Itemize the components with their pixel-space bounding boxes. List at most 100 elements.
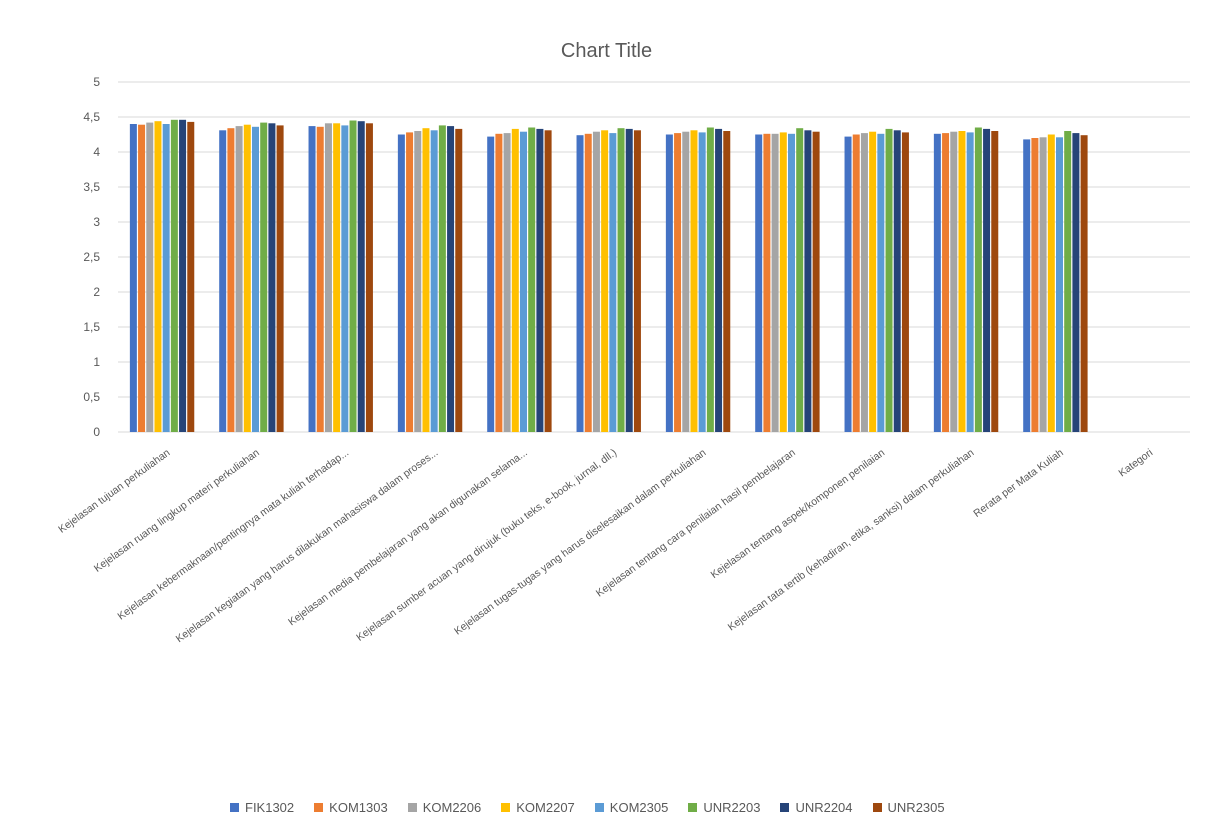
y-tick-label: 0,5 bbox=[83, 390, 100, 404]
bar bbox=[316, 126, 324, 433]
bar bbox=[958, 131, 966, 432]
bar bbox=[308, 126, 316, 432]
bar bbox=[755, 134, 763, 432]
bar bbox=[154, 121, 162, 432]
bar bbox=[406, 132, 414, 432]
bar bbox=[1047, 134, 1055, 432]
legend-swatch bbox=[594, 803, 604, 812]
legend-swatch bbox=[872, 803, 882, 812]
legend-swatch bbox=[407, 803, 417, 812]
bar bbox=[528, 127, 536, 432]
bar bbox=[129, 124, 137, 432]
bar bbox=[625, 128, 633, 432]
legend-swatch bbox=[501, 803, 511, 812]
bar bbox=[609, 133, 617, 432]
bar bbox=[665, 134, 673, 432]
bar bbox=[601, 130, 609, 433]
legend-label: KOM2207 bbox=[516, 800, 575, 815]
bar bbox=[576, 135, 584, 432]
bar bbox=[243, 124, 251, 432]
legend-label: KOM2305 bbox=[609, 800, 669, 815]
bar bbox=[252, 126, 259, 433]
y-tick-label: 3 bbox=[93, 215, 100, 229]
y-tick-label: 0 bbox=[93, 425, 100, 439]
bar bbox=[268, 123, 276, 433]
bar bbox=[950, 131, 958, 432]
bar bbox=[901, 132, 909, 432]
bar bbox=[1039, 137, 1047, 433]
bar bbox=[674, 133, 682, 432]
legend-item: FIK1302 bbox=[230, 800, 294, 815]
y-tick-label: 4 bbox=[93, 145, 100, 159]
legend-label: KOM1303 bbox=[329, 800, 388, 815]
bar bbox=[520, 131, 527, 432]
bar bbox=[138, 124, 146, 432]
bar bbox=[276, 125, 284, 433]
y-tick-label: 4,5 bbox=[83, 110, 100, 124]
bar bbox=[397, 134, 405, 432]
bar bbox=[187, 121, 195, 433]
bar bbox=[438, 125, 446, 433]
legend-label: KOM2206 bbox=[422, 800, 482, 815]
bar bbox=[885, 128, 893, 432]
x-tick-label: Kategori bbox=[1116, 447, 1155, 480]
x-tick-label: Kejelasan ruang lingkup materi perkuliah… bbox=[92, 447, 262, 575]
bar bbox=[974, 127, 982, 432]
bar bbox=[698, 132, 706, 432]
bar bbox=[227, 128, 235, 432]
legend-label: UNR2204 bbox=[795, 800, 853, 815]
bar bbox=[933, 133, 941, 433]
bar bbox=[146, 122, 154, 432]
bar bbox=[503, 133, 511, 432]
bar bbox=[170, 119, 178, 433]
legend-swatch bbox=[230, 803, 239, 812]
bar bbox=[487, 136, 495, 432]
y-tick-label: 5 bbox=[93, 75, 100, 89]
bar bbox=[162, 124, 170, 432]
bar bbox=[715, 128, 723, 432]
bar bbox=[455, 128, 463, 432]
legend-item: KOM2207 bbox=[501, 800, 575, 815]
bar bbox=[779, 132, 787, 432]
bar bbox=[877, 133, 885, 433]
x-tick-label: Kejelasan tentang cara penilaian hasil p… bbox=[594, 447, 798, 600]
bar bbox=[544, 130, 552, 433]
bar bbox=[991, 131, 999, 432]
bar bbox=[447, 126, 455, 432]
bar bbox=[812, 131, 820, 432]
bar bbox=[690, 130, 698, 433]
bar bbox=[796, 128, 804, 432]
bar bbox=[179, 119, 187, 433]
y-tick-label: 3,5 bbox=[83, 180, 100, 194]
bar bbox=[869, 131, 877, 432]
x-tick-label: Kejelasan tentang aspek/komponen penilai… bbox=[709, 447, 888, 581]
legend-swatch bbox=[780, 803, 790, 812]
bar bbox=[633, 130, 641, 433]
bar bbox=[235, 126, 243, 432]
bar bbox=[706, 127, 714, 432]
y-tick-label: 1,5 bbox=[83, 320, 100, 334]
legend-item: UNR2204 bbox=[780, 800, 853, 815]
bar bbox=[804, 130, 812, 433]
bar bbox=[788, 133, 795, 433]
chart-title: Chart Title bbox=[560, 40, 653, 62]
bar bbox=[422, 128, 430, 432]
bar bbox=[414, 131, 422, 432]
bar bbox=[536, 128, 544, 432]
legend-label: UNR2203 bbox=[703, 800, 761, 815]
bar bbox=[592, 131, 600, 432]
bar bbox=[1056, 137, 1063, 433]
bar bbox=[723, 131, 731, 432]
bar bbox=[341, 125, 349, 433]
bar bbox=[333, 123, 341, 433]
y-tick-label: 2,5 bbox=[83, 250, 100, 264]
legend-label: FIK1302 bbox=[245, 800, 295, 815]
bar bbox=[966, 132, 974, 432]
x-tick-label: Rerata per Mata Kuliah bbox=[971, 447, 1066, 520]
bar bbox=[584, 133, 592, 433]
legend-swatch bbox=[688, 803, 698, 812]
bar bbox=[365, 123, 373, 433]
bar bbox=[1064, 131, 1072, 432]
legend-label: UNR2305 bbox=[887, 800, 945, 815]
